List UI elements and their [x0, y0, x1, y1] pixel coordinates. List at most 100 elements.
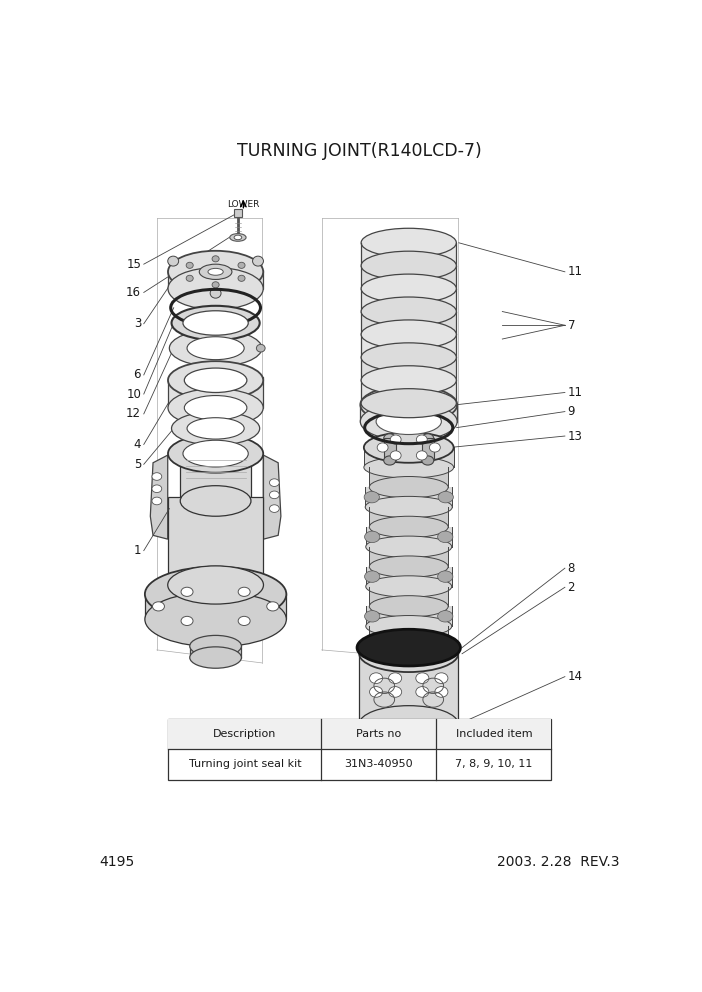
Ellipse shape — [361, 297, 456, 326]
Text: 31N3-40950: 31N3-40950 — [345, 760, 413, 770]
Ellipse shape — [364, 610, 380, 622]
Bar — [366, 527, 451, 547]
Text: 1: 1 — [133, 544, 141, 558]
Text: Parts no: Parts no — [357, 729, 402, 739]
Ellipse shape — [435, 686, 448, 697]
Text: 3: 3 — [133, 317, 141, 330]
Ellipse shape — [234, 235, 241, 240]
Ellipse shape — [416, 686, 429, 697]
Ellipse shape — [364, 570, 380, 582]
Ellipse shape — [199, 264, 232, 280]
Text: 13: 13 — [568, 430, 583, 442]
Bar — [168, 718, 551, 780]
Bar — [180, 451, 251, 501]
Ellipse shape — [152, 497, 161, 505]
Bar — [369, 547, 448, 566]
Ellipse shape — [180, 486, 251, 516]
Text: 4: 4 — [133, 437, 141, 451]
Ellipse shape — [168, 434, 263, 473]
Ellipse shape — [152, 602, 164, 611]
Ellipse shape — [152, 473, 161, 480]
Text: 2: 2 — [568, 580, 575, 594]
Bar — [359, 654, 458, 724]
Ellipse shape — [361, 228, 456, 257]
Ellipse shape — [384, 434, 396, 442]
Ellipse shape — [145, 566, 286, 622]
Ellipse shape — [183, 310, 249, 335]
Ellipse shape — [438, 491, 453, 503]
Text: 8: 8 — [568, 561, 575, 574]
Bar — [168, 718, 551, 749]
Ellipse shape — [369, 636, 448, 657]
Bar — [361, 311, 456, 334]
Ellipse shape — [384, 456, 396, 465]
Text: 9: 9 — [568, 405, 575, 418]
Bar — [369, 586, 448, 606]
Ellipse shape — [208, 269, 223, 275]
Ellipse shape — [359, 705, 458, 742]
Ellipse shape — [369, 686, 383, 697]
Bar — [234, 209, 242, 217]
Bar — [360, 405, 457, 422]
Ellipse shape — [181, 587, 193, 596]
Ellipse shape — [369, 673, 383, 683]
Ellipse shape — [390, 434, 401, 444]
Bar — [361, 243, 456, 266]
Ellipse shape — [360, 403, 457, 440]
Ellipse shape — [437, 610, 453, 622]
Text: 11: 11 — [568, 265, 583, 279]
Ellipse shape — [168, 361, 263, 400]
Ellipse shape — [270, 505, 279, 513]
Bar — [168, 377, 263, 408]
Ellipse shape — [422, 456, 434, 465]
Ellipse shape — [364, 631, 453, 662]
Ellipse shape — [361, 320, 456, 349]
Ellipse shape — [168, 251, 263, 293]
Text: 2003. 2.28  REV.3: 2003. 2.28 REV.3 — [497, 855, 620, 869]
Text: 5: 5 — [133, 457, 141, 471]
Ellipse shape — [171, 306, 260, 340]
Text: 15: 15 — [126, 258, 141, 271]
Ellipse shape — [168, 565, 263, 604]
Ellipse shape — [186, 275, 193, 282]
Ellipse shape — [212, 256, 219, 262]
Bar — [369, 507, 448, 527]
Ellipse shape — [376, 409, 442, 434]
Ellipse shape — [361, 366, 456, 395]
Ellipse shape — [364, 433, 453, 462]
Ellipse shape — [389, 686, 402, 697]
Ellipse shape — [366, 575, 451, 597]
Ellipse shape — [187, 418, 244, 439]
Polygon shape — [150, 455, 168, 540]
Bar — [168, 270, 263, 289]
Ellipse shape — [361, 389, 456, 418]
Ellipse shape — [270, 479, 279, 486]
Ellipse shape — [168, 389, 263, 427]
Ellipse shape — [145, 592, 286, 647]
Ellipse shape — [187, 336, 244, 360]
Bar — [365, 487, 452, 507]
Ellipse shape — [435, 673, 448, 683]
Ellipse shape — [430, 442, 440, 452]
Text: 10: 10 — [126, 388, 141, 401]
Ellipse shape — [359, 636, 458, 672]
Text: TURNING JOINT(R140LCD-7): TURNING JOINT(R140LCD-7) — [237, 142, 482, 160]
Ellipse shape — [361, 274, 456, 304]
Ellipse shape — [169, 330, 262, 366]
Ellipse shape — [390, 450, 401, 460]
Ellipse shape — [186, 262, 193, 269]
Text: 11: 11 — [568, 386, 583, 399]
Bar — [361, 380, 456, 403]
Ellipse shape — [422, 434, 434, 442]
Text: 6: 6 — [133, 368, 141, 382]
Ellipse shape — [181, 616, 193, 626]
Ellipse shape — [416, 673, 429, 683]
Ellipse shape — [168, 268, 263, 310]
Bar — [361, 289, 456, 311]
Ellipse shape — [253, 256, 263, 266]
Ellipse shape — [168, 256, 178, 266]
Ellipse shape — [357, 629, 461, 666]
Bar — [190, 644, 241, 658]
Ellipse shape — [238, 587, 250, 596]
Ellipse shape — [366, 615, 451, 637]
